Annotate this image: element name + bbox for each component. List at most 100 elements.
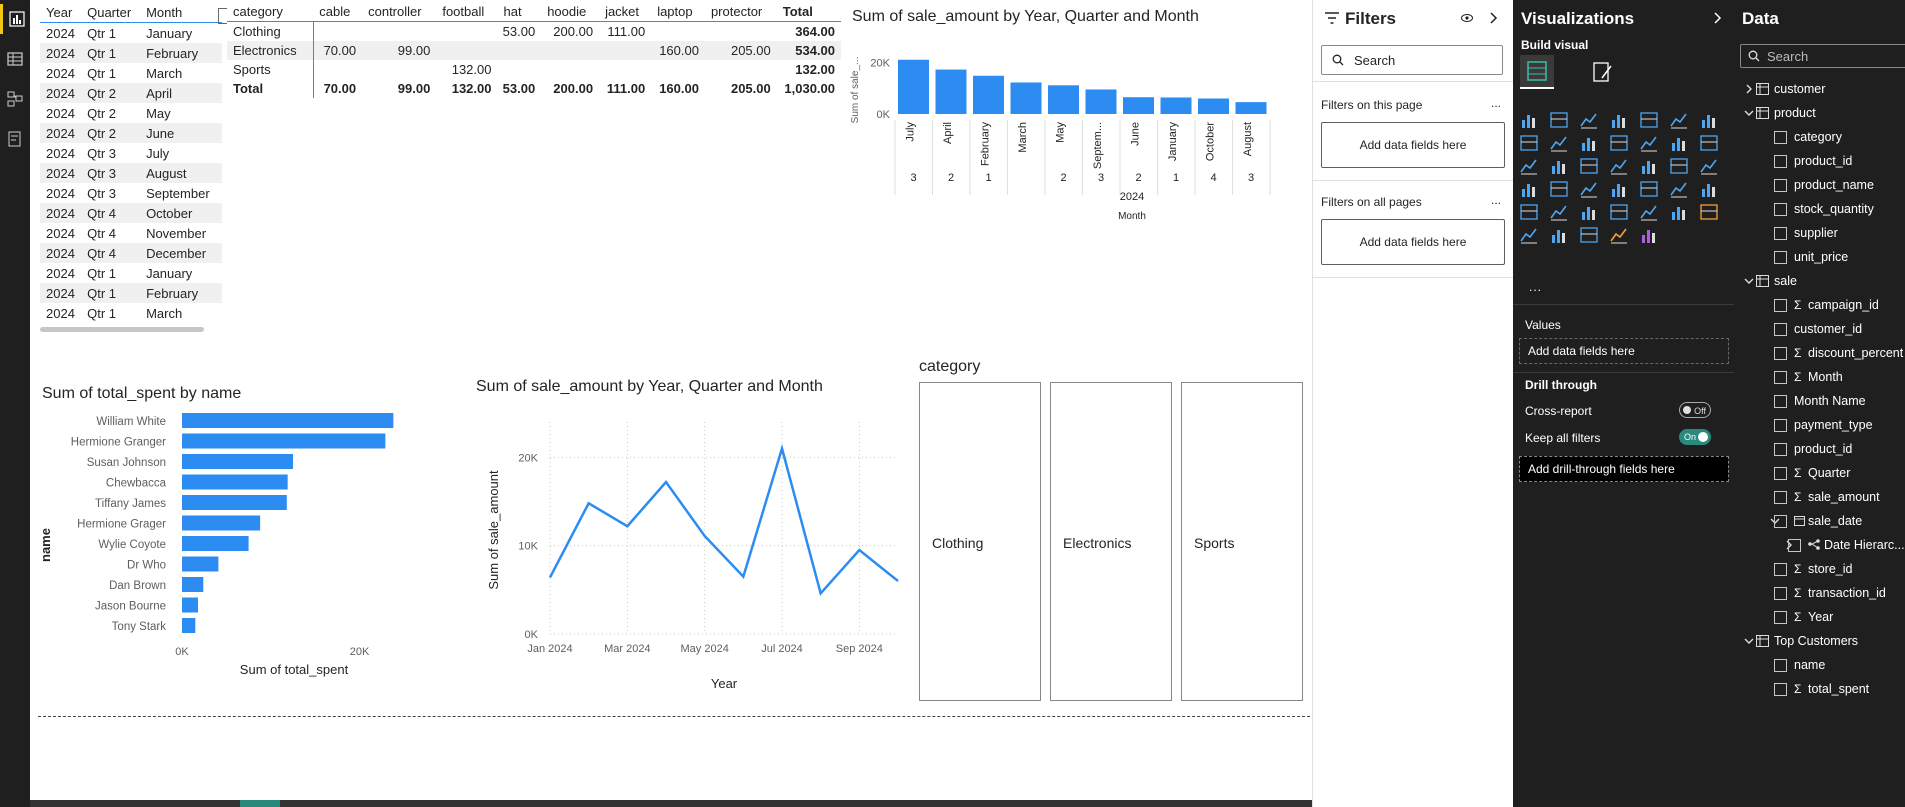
field-checkbox[interactable] <box>1774 515 1787 528</box>
field-checkbox[interactable] <box>1774 419 1787 432</box>
map-visual-icon[interactable] <box>1639 156 1659 176</box>
field-item-customer-id[interactable]: customer_id <box>1734 317 1905 341</box>
values-field-well[interactable]: Add data fields here <box>1519 338 1729 364</box>
kpi-visual-icon[interactable] <box>1609 179 1629 199</box>
card-visual-icon[interactable] <box>1549 179 1569 199</box>
matrix-header[interactable]: controller <box>368 4 422 19</box>
gauge-visual-icon[interactable] <box>1519 179 1539 199</box>
line-data-point[interactable] <box>587 501 591 505</box>
field-checkbox[interactable] <box>1774 491 1787 504</box>
field-checkbox[interactable] <box>1774 131 1787 144</box>
date-table-header[interactable]: Month <box>146 4 183 20</box>
azure-map-visual-icon[interactable] <box>1699 156 1719 176</box>
line-data-point[interactable] <box>819 591 823 595</box>
line-data-point[interactable] <box>548 575 552 579</box>
field-checkbox[interactable] <box>1774 203 1787 216</box>
line-data-point[interactable] <box>664 480 668 484</box>
date-table-header[interactable]: Quarter <box>87 4 132 20</box>
column-bar[interactable] <box>1235 102 1267 114</box>
customer-bar[interactable] <box>182 597 198 613</box>
treemap-visual-icon[interactable] <box>1609 156 1629 176</box>
line-data-point[interactable] <box>857 548 861 552</box>
matrix-header[interactable]: laptop <box>657 4 693 19</box>
field-checkbox[interactable] <box>1774 251 1787 264</box>
field-item-stock-quantity[interactable]: stock_quantity <box>1734 197 1905 221</box>
more-options-icon[interactable]: ... <box>1491 96 1502 110</box>
table-node-sale[interactable]: sale <box>1734 269 1905 293</box>
field-checkbox[interactable] <box>1774 323 1787 336</box>
field-item-payment-type[interactable]: payment_type <box>1734 413 1905 437</box>
customer-bar[interactable] <box>182 577 204 592</box>
matrix-header[interactable]: jacket <box>605 4 640 19</box>
slicer-card-sports[interactable]: Sports <box>1181 382 1303 701</box>
chevron-down-icon[interactable] <box>1770 516 1780 526</box>
table-node-top-customers[interactable]: Top Customers <box>1734 629 1905 653</box>
field-item-product-id[interactable]: product_id <box>1734 149 1905 173</box>
customer-bar[interactable] <box>182 474 288 490</box>
matrix-header[interactable]: hat <box>503 4 522 19</box>
line-data-point[interactable] <box>703 534 707 538</box>
multi-row-card-visual-icon[interactable] <box>1579 179 1599 199</box>
cross-report-toggle[interactable]: Off <box>1679 402 1711 418</box>
field-item-product-id[interactable]: product_id <box>1734 437 1905 461</box>
date-table-scrollbar[interactable] <box>40 327 204 332</box>
table-visual-icon[interactable] <box>1669 179 1689 199</box>
monthly-sales-line-chart[interactable]: Sum of sale_amount by Year, Quarter and … <box>456 370 926 705</box>
field-item-date-hierarc-[interactable]: Date Hierarc... <box>1734 533 1905 557</box>
collapse-filters-icon[interactable] <box>1489 12 1499 24</box>
r-script-visual-icon[interactable] <box>1519 202 1539 222</box>
donut-visual-icon[interactable] <box>1579 156 1599 176</box>
add-all-pages-filter-well[interactable]: Add data fields here <box>1321 219 1505 265</box>
drill-through-field-well[interactable]: Add drill-through fields here <box>1519 456 1729 482</box>
100-column-visual-icon[interactable] <box>1669 110 1689 130</box>
chevron-down-icon[interactable] <box>1744 276 1754 286</box>
customer-bar[interactable] <box>182 413 394 428</box>
customer-bar[interactable] <box>182 556 219 572</box>
sales-line-series[interactable] <box>548 443 899 596</box>
monthly-sales-column-chart[interactable]: Sum of sale_amount by Year, Quarter and … <box>846 0 1336 230</box>
field-item-sale-date[interactable]: sale_date <box>1734 509 1905 533</box>
key-influencers-visual-icon[interactable] <box>1579 202 1599 222</box>
power-apps-visual-icon[interactable] <box>1549 225 1569 245</box>
dax-query-view-button[interactable] <box>0 124 30 154</box>
power-automate-visual-icon[interactable] <box>1579 225 1599 245</box>
field-checkbox[interactable] <box>1774 683 1787 696</box>
decomp-tree-visual-icon[interactable] <box>1609 202 1629 222</box>
stacked-area-visual-icon[interactable] <box>1549 133 1569 153</box>
more-options-icon[interactable]: ... <box>1491 193 1502 207</box>
field-item-supplier[interactable]: supplier <box>1734 221 1905 245</box>
chevron-right-icon[interactable] <box>1744 84 1754 94</box>
field-checkbox[interactable] <box>1774 659 1787 672</box>
eye-icon[interactable] <box>1461 13 1473 23</box>
table-node-customer[interactable]: customer <box>1734 77 1905 101</box>
field-item-month-name[interactable]: Month Name <box>1734 389 1905 413</box>
column-bar[interactable] <box>1048 85 1079 114</box>
qa-visual-icon[interactable] <box>1639 202 1659 222</box>
keep-filters-toggle[interactable]: On <box>1679 429 1711 445</box>
category-matrix-visual[interactable]: category cable controller football hat hoodie… <box>227 2 847 112</box>
line-data-point[interactable] <box>896 579 900 583</box>
active-page-tab[interactable] <box>240 800 280 807</box>
scatter-visual-icon[interactable] <box>1519 156 1539 176</box>
smart-narrative-visual-icon[interactable] <box>1669 202 1689 222</box>
chevron-down-icon[interactable] <box>1744 108 1754 118</box>
date-table-header[interactable]: Year <box>46 4 73 20</box>
column-bar[interactable] <box>898 59 929 114</box>
funnel-visual-icon[interactable] <box>1699 133 1719 153</box>
customer-bar[interactable] <box>182 536 249 551</box>
date-table-visual[interactable]: Year Quarter Month 2024 Qtr 1 January 2024 Qtr… <box>40 2 236 334</box>
top-customers-bar-chart[interactable]: Sum of total_spent by name name William W… <box>36 385 456 700</box>
matrix-header[interactable]: hoodie <box>547 4 587 19</box>
filters-search-box[interactable]: Search <box>1321 45 1503 75</box>
slicer-card-electronics[interactable]: Electronics <box>1050 382 1172 701</box>
field-checkbox[interactable] <box>1788 539 1801 552</box>
area-visual-icon[interactable] <box>1519 133 1539 153</box>
clustered-bar-visual-icon[interactable] <box>1579 110 1599 130</box>
line-data-point[interactable] <box>625 524 629 528</box>
line-data-point[interactable] <box>780 447 784 451</box>
field-checkbox[interactable] <box>1774 587 1787 600</box>
